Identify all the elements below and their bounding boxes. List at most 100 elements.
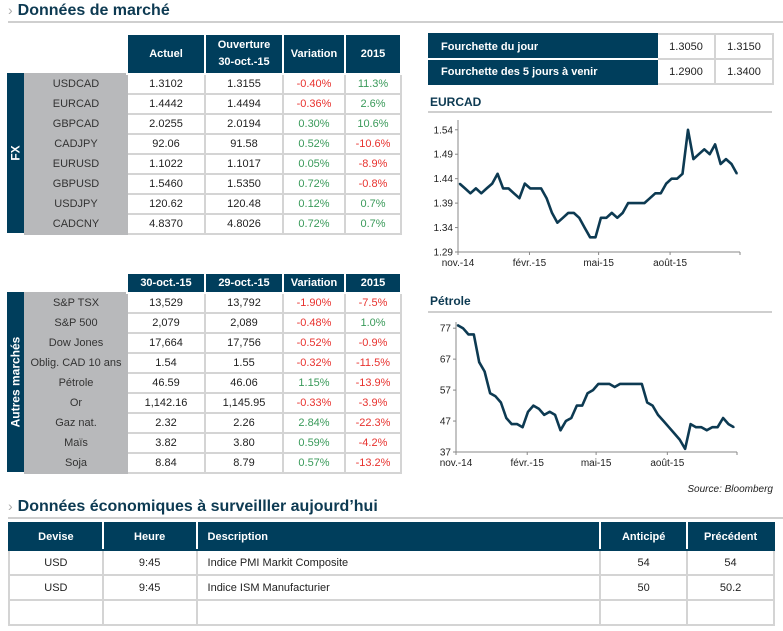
change-value: -0.40% xyxy=(282,73,346,95)
data-point xyxy=(719,163,722,165)
economic-row: USD 9:45 Indice PMI Markit Composite 54 54 xyxy=(8,549,775,576)
data-point xyxy=(534,187,537,190)
current-value: 1.54 xyxy=(126,352,206,374)
data-point xyxy=(538,407,540,410)
open-date: 30-oct.-15 xyxy=(218,56,270,68)
ytd-value: 10.6% xyxy=(344,113,402,135)
col-header-prev: 29-oct.-15 xyxy=(204,272,284,294)
economic-table: Devise Heure Description Anticipé Précéd… xyxy=(8,522,775,626)
col-header-current: Actuel xyxy=(126,33,206,75)
data-point xyxy=(500,401,502,404)
prev-value: 1,145.95 xyxy=(204,392,284,414)
ytd-value: 2.6% xyxy=(344,93,402,115)
ytd-value: -7.5% xyxy=(344,292,402,314)
x-tick-label: août-15 xyxy=(653,258,687,269)
data-point xyxy=(489,392,491,394)
fx-row: GBPCAD 2.0255 2.0194 0.30% 10.6% xyxy=(24,113,402,135)
range-high: 1.3400 xyxy=(714,58,774,85)
range-table: Fourchette du jour 1.3050 1.3150 Fourche… xyxy=(428,33,774,85)
x-tick-label: mai-15 xyxy=(581,458,612,469)
data-point xyxy=(518,197,521,200)
data-point xyxy=(456,324,459,326)
x-tick-label: mai-15 xyxy=(583,258,614,269)
data-point xyxy=(611,212,613,214)
ytd-value: 0.7% xyxy=(344,193,402,215)
ytd-value: -0.9% xyxy=(344,332,402,354)
change-value: -0.48% xyxy=(282,312,346,334)
open-label: Ouverture xyxy=(217,39,271,51)
data-point xyxy=(727,423,730,425)
data-point xyxy=(592,389,594,391)
data-point xyxy=(502,187,504,190)
currency: USD xyxy=(8,574,104,601)
range-low: 1.2900 xyxy=(656,58,716,85)
market-row: Oblig. CAD 10 ans 1.54 1.55 -0.32% -11.5% xyxy=(24,352,402,374)
change-value: -0.36% xyxy=(282,93,346,115)
instrument-name: CADJPY xyxy=(24,133,128,155)
data-point xyxy=(570,417,573,419)
data-point xyxy=(494,395,497,398)
chevron-right-icon: › xyxy=(8,498,13,514)
change-value: -0.52% xyxy=(282,332,346,354)
current-value: 2.32 xyxy=(126,412,206,434)
change-value: 0.57% xyxy=(282,452,346,474)
other-side-text: Autres marchés xyxy=(8,336,23,428)
col-header-description: Description xyxy=(195,522,602,551)
range-low: 1.3050 xyxy=(656,33,716,60)
data-point xyxy=(722,417,724,419)
time xyxy=(101,599,198,626)
col-header-current: 30-oct.-15 xyxy=(126,272,206,294)
market-row: Maïs 3.82 3.80 0.59% -4.2% xyxy=(24,432,402,454)
data-point xyxy=(659,192,662,195)
data-point xyxy=(554,414,556,416)
data-point xyxy=(695,426,697,429)
eurcad-chart: 1.29 1.34 1.39 1.44 1.49 1.54 nov.-14 févr.-15 m… xyxy=(434,120,741,269)
open-value: 120.48 xyxy=(204,193,284,215)
range-row: Fourchette des 5 jours à venir 1.2900 1.… xyxy=(428,58,774,85)
data-point xyxy=(478,361,481,364)
fx-side-label: FX xyxy=(7,73,24,233)
data-point xyxy=(687,128,689,131)
range-label: Fourchette du jour xyxy=(428,33,658,60)
data-point xyxy=(621,212,624,214)
data-point xyxy=(603,383,605,385)
data-point xyxy=(597,383,600,385)
prev-value: 1.55 xyxy=(204,352,284,374)
data-point xyxy=(475,187,477,190)
data-point xyxy=(559,429,562,432)
instrument-name: Or xyxy=(24,392,128,414)
market-row: S&P TSX 13,529 13,792 -1.90% -7.5% xyxy=(24,292,402,314)
prev-value: 17,756 xyxy=(204,332,284,354)
prev-value: 3.80 xyxy=(204,432,284,454)
current-value: 1.5460 xyxy=(126,173,206,195)
ytd-value: -11.5% xyxy=(344,352,402,374)
data-point xyxy=(473,333,475,336)
series-line xyxy=(458,128,739,239)
instrument-name: EURCAD xyxy=(24,93,128,115)
data-point xyxy=(681,172,684,175)
change-value: -0.32% xyxy=(282,352,346,374)
change-value: 0.30% xyxy=(282,113,346,135)
instrument-name: Oblig. CAD 10 ans xyxy=(24,352,128,374)
y-tick-label: 1.44 xyxy=(434,174,454,185)
ytd-value: -4.2% xyxy=(344,432,402,454)
change-value: -0.33% xyxy=(282,392,346,414)
data-point xyxy=(551,212,553,214)
data-point xyxy=(649,197,651,200)
prev-value: 2,089 xyxy=(204,312,284,334)
data-point xyxy=(545,197,548,200)
data-point xyxy=(583,226,586,229)
previous xyxy=(686,599,775,626)
data-point xyxy=(654,192,657,195)
data-point xyxy=(708,153,711,156)
ytd-value: -13.9% xyxy=(344,372,402,394)
data-point xyxy=(668,426,670,429)
data-point xyxy=(529,187,532,190)
current-value: 17,664 xyxy=(126,332,206,354)
divider xyxy=(428,111,772,113)
empty-header xyxy=(25,273,127,293)
x-tick-label: nov.-14 xyxy=(442,258,475,269)
data-point xyxy=(714,143,716,146)
open-value: 2.0194 xyxy=(204,113,284,135)
ytd-value: 11.3% xyxy=(344,73,402,95)
